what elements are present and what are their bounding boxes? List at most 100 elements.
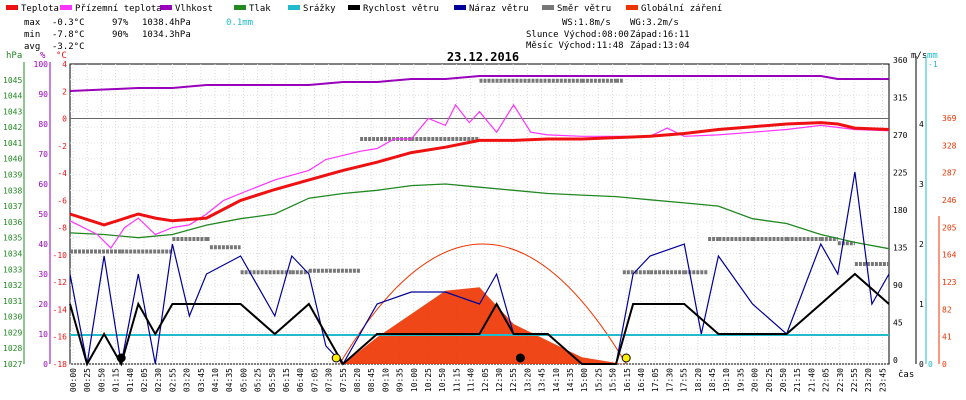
press-tick: 1037 bbox=[3, 202, 22, 211]
wind-tick: 1 bbox=[919, 300, 924, 309]
pressure-line bbox=[69, 183, 890, 250]
moon-marker bbox=[621, 353, 631, 363]
rad-tick: 164 bbox=[942, 251, 957, 260]
x-tick-label: 03:20 bbox=[183, 368, 192, 392]
x-tick-label: 12:05 bbox=[481, 368, 490, 392]
press-tick: 1033 bbox=[3, 265, 22, 274]
x-tick-label: 02:55 bbox=[168, 368, 177, 392]
min-label: min bbox=[24, 30, 40, 40]
press-tick: 1030 bbox=[3, 313, 22, 322]
wind-tick: 4 bbox=[919, 120, 924, 129]
x-tick-label: 05:50 bbox=[268, 368, 277, 392]
x-tick-label: 07:05 bbox=[310, 368, 319, 392]
legend-label: Přízemní teplota bbox=[75, 4, 162, 14]
legend-swatch bbox=[542, 5, 554, 10]
moon-marker bbox=[116, 353, 126, 363]
time-unit: čas bbox=[898, 369, 914, 380]
x-tick-label: 04:10 bbox=[211, 368, 220, 392]
temp-unit: °C bbox=[56, 51, 67, 61]
rad-tick: 82 bbox=[942, 305, 952, 314]
x-tick-label: 15:00 bbox=[580, 368, 589, 392]
x-tick-label: 14:10 bbox=[552, 368, 561, 392]
x-tick-label: 00:25 bbox=[83, 368, 92, 392]
legend-swatch bbox=[6, 5, 18, 10]
press-tick: 1039 bbox=[3, 171, 22, 180]
press-unit: hPa bbox=[6, 51, 22, 61]
legend-label: Vlhkost bbox=[175, 4, 213, 14]
x-tick-label: 06:15 bbox=[282, 368, 291, 392]
x-tick-label: 11:40 bbox=[467, 368, 476, 392]
x-tick-label: 07:30 bbox=[325, 368, 334, 392]
x-tick-label: 20:25 bbox=[765, 368, 774, 392]
hum-tick: 10 bbox=[38, 330, 48, 339]
max-label: max bbox=[24, 18, 41, 28]
max-rain: 0.1mm bbox=[226, 18, 253, 28]
x-tick-label: 10:25 bbox=[424, 368, 433, 392]
info-ws: WS:1.8m/s bbox=[562, 18, 611, 28]
rad-tick: 287 bbox=[942, 169, 957, 178]
wind-unit: m/s bbox=[911, 51, 927, 61]
hum-unit: % bbox=[40, 51, 46, 61]
wind-speed-line bbox=[69, 272, 890, 367]
x-tick-label: 19:35 bbox=[736, 368, 745, 392]
temp-tick: 4 bbox=[62, 60, 67, 69]
x-tick-label: 20:00 bbox=[751, 368, 760, 392]
wind-tick: 3 bbox=[919, 180, 924, 189]
press-tick: 1044 bbox=[3, 92, 22, 101]
dir-tick: 225 bbox=[893, 169, 908, 178]
info-panel: WS:1.8m/s WG:3.2m/s Slunce Východ:08:00 … bbox=[526, 18, 690, 51]
x-tick-label: 08:20 bbox=[353, 368, 362, 392]
hum-tick: 50 bbox=[38, 210, 48, 219]
press-tick: 1045 bbox=[3, 76, 22, 85]
legend-label: Směr větru bbox=[557, 4, 611, 14]
dir-tick: 180 bbox=[893, 206, 908, 215]
legend-swatch bbox=[626, 5, 638, 10]
x-tick-label: 01:40 bbox=[126, 368, 135, 392]
max-temp: -0.3°C bbox=[52, 18, 85, 28]
rad-tick: 205 bbox=[942, 223, 957, 232]
x-tick-label: 03:45 bbox=[197, 368, 206, 392]
humidity-line bbox=[69, 75, 889, 92]
rad-tick: 246 bbox=[942, 196, 957, 205]
x-tick-label: 15:25 bbox=[594, 368, 603, 392]
x-tick-label: 21:15 bbox=[793, 368, 802, 392]
legend: Teplota Přízemní teplota Vlhkost Tlak Srážky… bbox=[6, 4, 722, 14]
rain-tick: -1 bbox=[928, 60, 938, 69]
rad-tick: 41 bbox=[942, 333, 952, 342]
x-tick-label: 13:20 bbox=[523, 368, 532, 392]
press-tick: 1034 bbox=[3, 249, 22, 258]
legend-label: Globální záření bbox=[641, 4, 722, 14]
x-tick-label: 23:20 bbox=[864, 368, 873, 392]
x-tick-label: 11:15 bbox=[452, 368, 461, 392]
info-moon-set: Západ:13:04 bbox=[630, 41, 690, 51]
legend-swatch bbox=[234, 5, 246, 10]
x-tick-label: 19:10 bbox=[722, 368, 731, 392]
x-tick-label: 06:40 bbox=[296, 368, 305, 392]
x-tick-label: 22:05 bbox=[822, 368, 831, 392]
x-tick-label: 22:30 bbox=[836, 368, 845, 392]
legend-label: Tlak bbox=[249, 4, 271, 14]
x-tick-label: 05:00 bbox=[239, 368, 248, 392]
hum-tick: 100 bbox=[34, 60, 49, 69]
moon-marker bbox=[515, 353, 525, 363]
wind-tick: 2 bbox=[919, 240, 924, 249]
press-tick: 1032 bbox=[3, 281, 22, 290]
max-hum: 97% bbox=[112, 18, 129, 28]
info-sun-rise: Slunce Východ:08:00 bbox=[526, 30, 629, 40]
temp-tick: -12 bbox=[53, 278, 68, 287]
dir-tick: 90 bbox=[893, 281, 903, 290]
rain-tick: 0 bbox=[928, 360, 933, 369]
press-tick: 1038 bbox=[3, 186, 22, 195]
x-tick-label: 07:55 bbox=[339, 368, 348, 392]
dir-tick: 135 bbox=[893, 244, 908, 253]
hum-tick: 80 bbox=[38, 120, 48, 129]
x-tick-label: 02:05 bbox=[140, 368, 149, 392]
dir-tick: 270 bbox=[893, 131, 908, 140]
dir-tick: 45 bbox=[893, 319, 903, 328]
x-tick-label: 13:45 bbox=[538, 368, 547, 392]
x-tick-label: 18:45 bbox=[708, 368, 717, 392]
x-tick-label: 12:30 bbox=[495, 368, 504, 392]
min-press: 1034.3hPa bbox=[142, 30, 191, 40]
legend-label: Srážky bbox=[303, 4, 336, 14]
